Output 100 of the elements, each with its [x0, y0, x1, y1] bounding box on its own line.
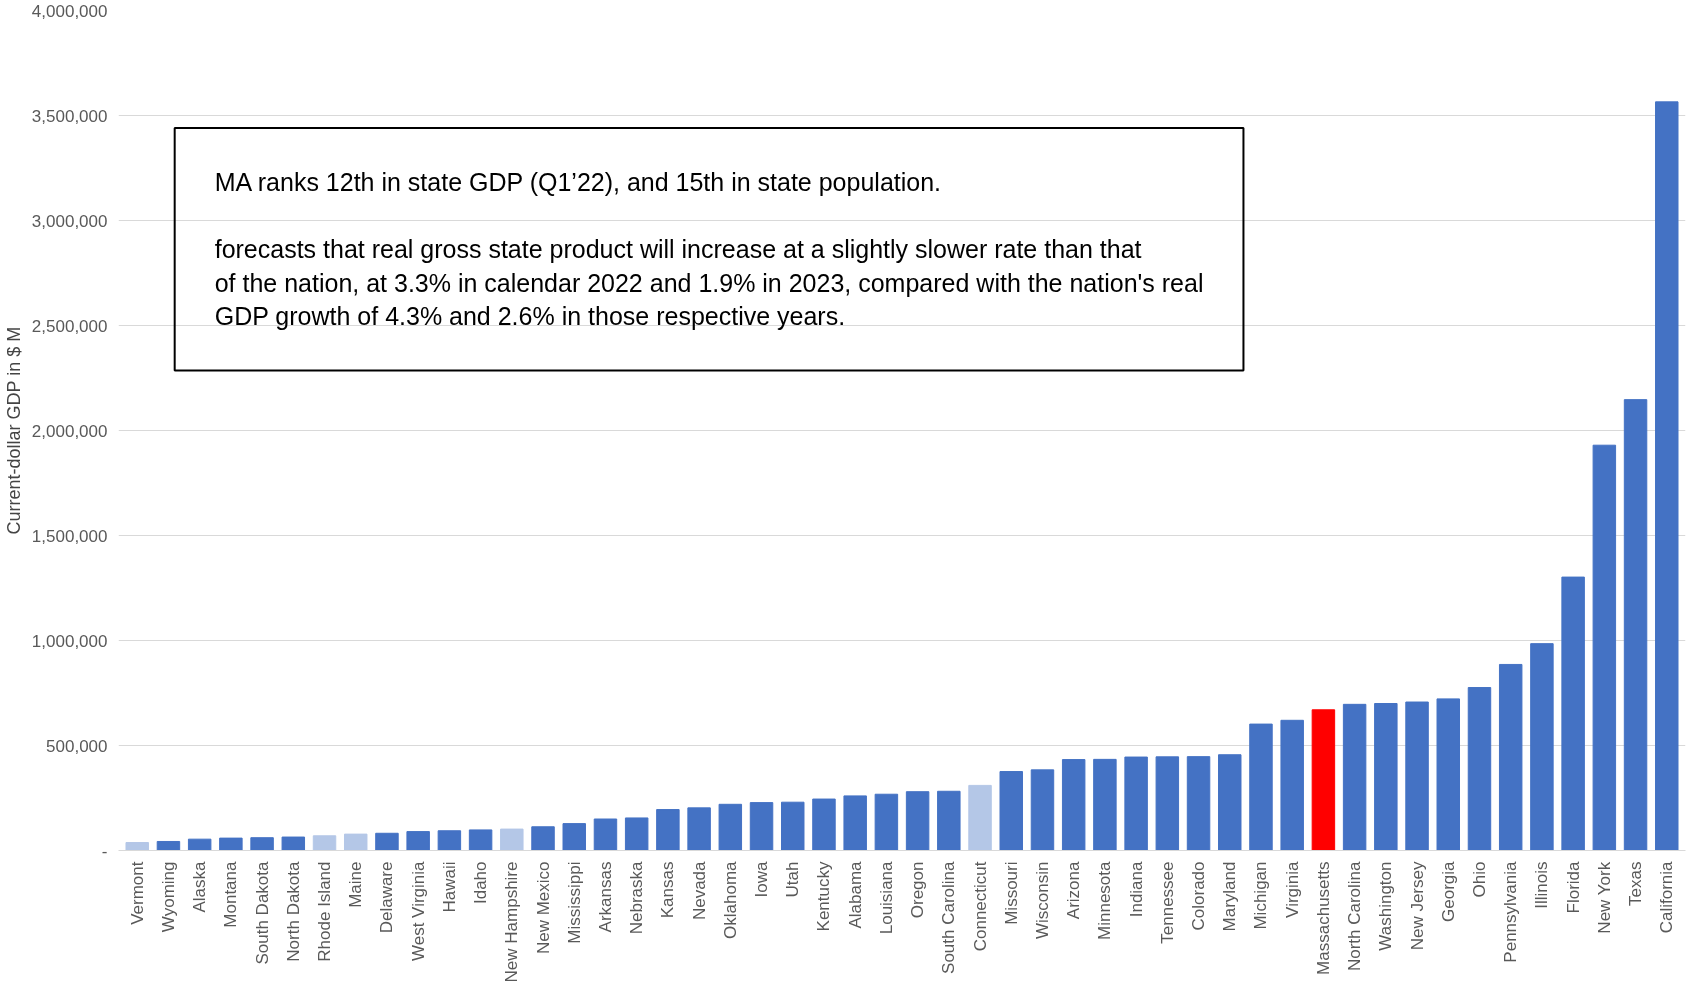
x-tick-label: Rhode Island	[315, 861, 335, 962]
y-tick-label: 1,500,000	[31, 526, 108, 546]
bar	[1186, 756, 1211, 851]
x-tick-label: Nebraska	[627, 860, 647, 935]
x-tick-label: Montana	[221, 860, 241, 928]
x-tick-label: Delaware	[377, 861, 397, 934]
bar	[437, 830, 462, 851]
bar	[1405, 701, 1429, 851]
bar	[1061, 759, 1086, 851]
bar	[1280, 719, 1304, 851]
bar	[312, 835, 337, 851]
bar	[843, 795, 867, 851]
x-tick-label: California	[1657, 860, 1677, 934]
bar	[1311, 709, 1336, 851]
bar	[812, 798, 836, 851]
x-tick-label: Wyoming	[158, 861, 178, 933]
x-tick-label: Indiana	[1126, 860, 1146, 918]
x-tick-label: Maine	[346, 861, 366, 908]
x-tick-label: Arizona	[1064, 860, 1084, 920]
bar	[1374, 703, 1398, 851]
x-tick-label: New Hampshire	[502, 861, 522, 983]
bar	[1249, 723, 1273, 851]
x-tick-label: Vermont	[127, 861, 147, 925]
x-tick-label: Massachusetts	[1313, 861, 1333, 975]
bar	[375, 832, 399, 851]
y-tick-label: -	[101, 841, 108, 861]
x-tick-label: Utah	[783, 861, 803, 898]
bar	[531, 826, 555, 851]
bar	[1561, 576, 1585, 851]
bar	[1467, 687, 1492, 851]
x-tick-label: Connecticut	[970, 861, 990, 952]
bar	[781, 801, 805, 851]
bar	[1530, 643, 1554, 851]
x-tick-label: Michigan	[1251, 861, 1271, 930]
y-tick-label: 1,000,000	[31, 631, 108, 651]
y-tick-label: 2,000,000	[31, 421, 108, 441]
x-tick-label: Louisiana	[876, 860, 896, 935]
x-tick-label: Washington	[1376, 861, 1396, 951]
x-tick-label: Oregon	[908, 861, 928, 919]
bar	[125, 842, 149, 851]
x-tick-label: Texas	[1626, 861, 1646, 906]
bar	[500, 828, 524, 851]
bar	[1655, 101, 1679, 851]
y-tick-label: 500,000	[46, 736, 108, 756]
bar	[1623, 399, 1648, 851]
x-tick-label: New Mexico	[533, 861, 553, 955]
x-tick-label: Minnesota	[1095, 860, 1115, 940]
bar	[406, 831, 430, 851]
x-tick-label: Missouri	[1001, 861, 1021, 925]
x-tick-label: Maryland	[1220, 861, 1240, 932]
bar	[1030, 769, 1055, 851]
bar	[1093, 758, 1117, 851]
bar	[219, 837, 243, 851]
bar	[1218, 754, 1242, 851]
bar	[905, 791, 930, 851]
bar	[281, 836, 306, 851]
x-tick-label: Arkansas	[595, 861, 615, 933]
x-tick-label: Oklahoma	[720, 860, 740, 939]
y-tick-label: 2,500,000	[31, 316, 108, 336]
x-tick-label: Pennsylvania	[1501, 860, 1521, 963]
x-tick-label: North Carolina	[1345, 860, 1365, 972]
bar	[156, 840, 181, 851]
x-tick-label: Wisconsin	[1032, 861, 1052, 939]
x-tick-label: Tennessee	[1157, 861, 1177, 944]
bar	[1342, 703, 1367, 851]
bar	[187, 838, 212, 851]
annotation: forecasts that real gross state product will increase at a slightly slower rate than that of the nation, at 3.3% in calendar 2022 and 1.9% in 2023, compared with the nation's real GDP growth of 4.3% and 2.6% in those respective years.	[214, 235, 1204, 331]
bar	[999, 771, 1023, 851]
annotation: MA ranks 12th in state GDP (Q1’22), and 15th in state population.	[214, 168, 942, 197]
x-tick-label: Alaska	[190, 860, 210, 913]
x-tick-label: Colorado	[1189, 861, 1209, 931]
bar	[250, 837, 274, 851]
x-tick-label: New York	[1594, 861, 1614, 934]
bar	[593, 818, 618, 851]
x-tick-label: Iowa	[752, 860, 772, 898]
bar	[937, 790, 961, 851]
x-tick-label: Georgia	[1438, 860, 1458, 922]
bar	[1498, 663, 1523, 851]
x-tick-label: North Dakota	[283, 860, 303, 962]
bar	[1436, 698, 1460, 851]
bar	[749, 802, 774, 851]
x-tick-label: Hawaii	[439, 861, 459, 913]
x-tick-label: Mississippi	[564, 861, 584, 944]
bar	[687, 807, 711, 851]
bar	[874, 793, 899, 851]
x-tick-label: West Virginia	[408, 860, 428, 962]
y-tick-label: 4,000,000	[31, 1, 108, 21]
x-tick-label: South Dakota	[252, 860, 272, 965]
x-tick-label: Nevada	[689, 860, 709, 921]
x-tick-label: Kansas	[658, 861, 678, 919]
bar	[1124, 756, 1148, 851]
x-tick-label: Florida	[1563, 860, 1583, 914]
bar	[968, 784, 992, 851]
bar	[344, 833, 368, 851]
bar	[562, 823, 586, 851]
bar	[624, 817, 649, 851]
x-tick-label: Illinois	[1532, 861, 1552, 909]
bar	[718, 803, 743, 851]
x-tick-label: Alabama	[845, 860, 865, 929]
y-axis-title: Current-dollar GDP in $ M	[3, 326, 24, 535]
